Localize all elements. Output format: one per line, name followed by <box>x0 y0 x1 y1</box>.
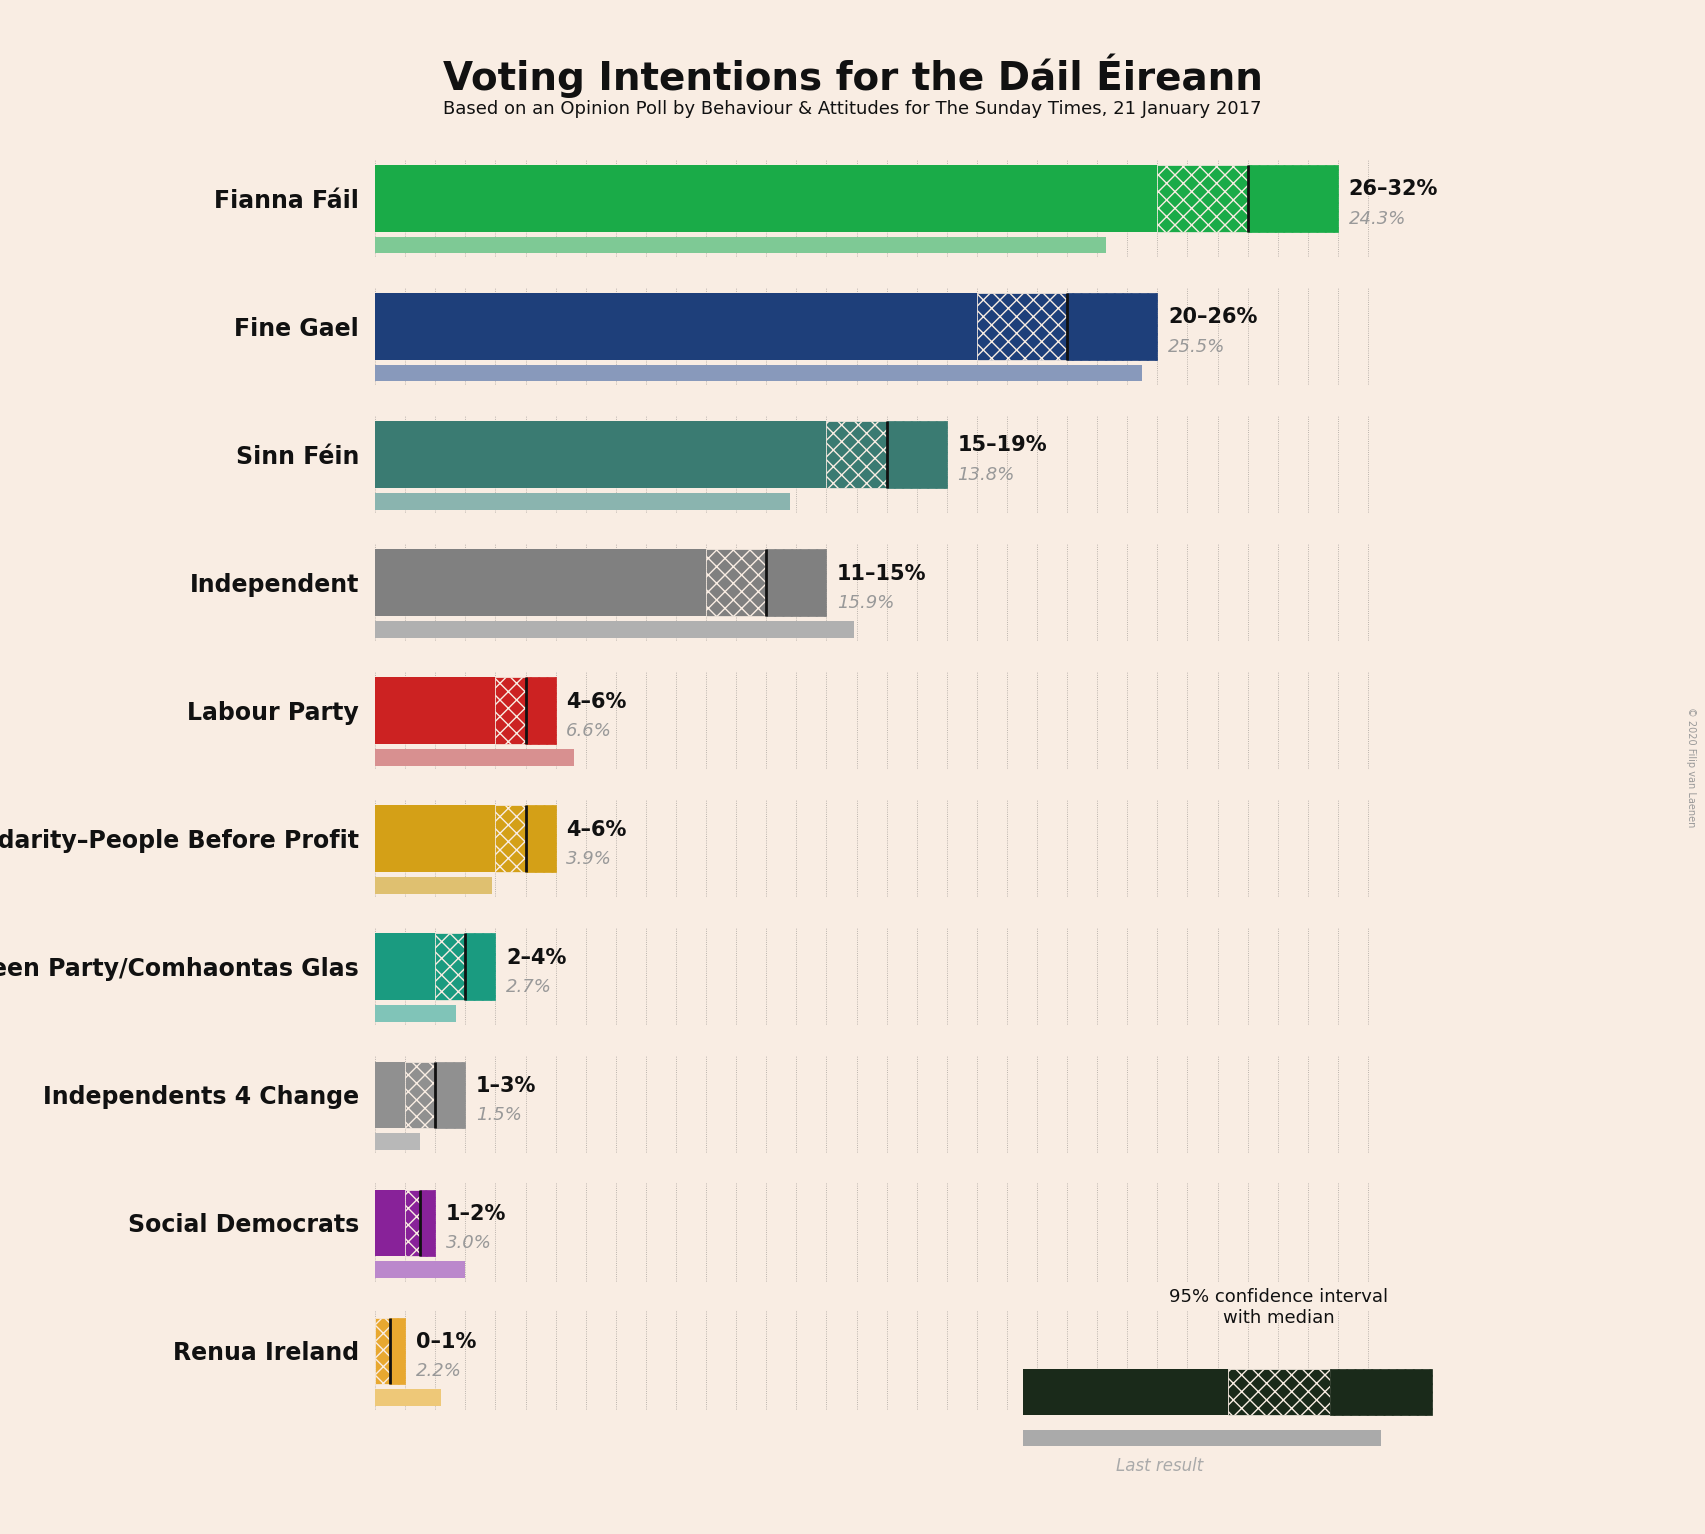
Text: 2.2%: 2.2% <box>416 1362 462 1381</box>
Bar <box>375 1062 406 1127</box>
Text: 25.5%: 25.5% <box>1168 337 1226 356</box>
Text: 0–1%: 0–1% <box>416 1332 476 1351</box>
Bar <box>375 1189 435 1256</box>
Text: 4–6%: 4–6% <box>566 692 626 712</box>
Bar <box>375 749 573 765</box>
Bar <box>827 422 887 488</box>
Bar <box>375 1005 457 1022</box>
Bar <box>496 678 525 744</box>
Bar <box>375 1062 465 1127</box>
Bar <box>525 678 556 744</box>
Text: 2–4%: 2–4% <box>506 948 566 968</box>
Bar <box>375 1318 390 1384</box>
Text: 20–26%: 20–26% <box>1168 307 1257 327</box>
Bar <box>1330 1368 1432 1414</box>
Text: Voting Intentions for the Dáil Éireann: Voting Intentions for the Dáil Éireann <box>443 54 1262 98</box>
Bar <box>375 1261 465 1278</box>
Text: 15–19%: 15–19% <box>957 436 1047 456</box>
Bar <box>375 805 496 871</box>
Bar <box>1248 166 1338 232</box>
Text: Based on an Opinion Poll by Behaviour & Attitudes for The Sunday Times, 21 Janua: Based on an Opinion Poll by Behaviour & … <box>443 100 1262 118</box>
Bar <box>375 236 1107 253</box>
Bar <box>1067 293 1158 359</box>
Bar <box>1023 1430 1381 1445</box>
Bar <box>887 422 946 488</box>
Text: 2.7%: 2.7% <box>506 979 552 996</box>
Bar <box>375 678 556 744</box>
Bar <box>406 1062 435 1127</box>
Bar <box>375 422 827 488</box>
Bar <box>419 1189 435 1256</box>
Text: 11–15%: 11–15% <box>837 563 926 583</box>
Text: 6.6%: 6.6% <box>566 723 612 739</box>
Bar <box>375 621 854 638</box>
Text: 1–3%: 1–3% <box>476 1075 537 1095</box>
Bar <box>375 293 977 359</box>
Bar <box>977 293 1067 359</box>
Bar <box>375 166 1158 232</box>
Bar <box>706 549 766 615</box>
Text: 13.8%: 13.8% <box>957 466 1014 483</box>
Bar <box>375 549 706 615</box>
Bar <box>375 678 496 744</box>
Bar <box>390 1318 406 1384</box>
Text: 15.9%: 15.9% <box>837 594 895 612</box>
Text: 26–32%: 26–32% <box>1349 179 1437 199</box>
Text: 1–2%: 1–2% <box>445 1204 506 1224</box>
Bar <box>375 1189 406 1256</box>
Text: 24.3%: 24.3% <box>1349 210 1407 227</box>
Bar <box>375 805 556 871</box>
Text: Last result: Last result <box>1115 1457 1204 1476</box>
Bar <box>1158 166 1248 232</box>
Bar <box>375 166 1338 232</box>
Bar <box>525 805 556 871</box>
Text: © 2020 Filip van Laenen: © 2020 Filip van Laenen <box>1686 707 1696 827</box>
Bar <box>496 805 525 871</box>
Bar <box>375 365 1142 382</box>
Bar <box>435 934 465 1000</box>
Bar <box>375 492 791 509</box>
Text: 4–6%: 4–6% <box>566 819 626 839</box>
Bar <box>406 1189 419 1256</box>
Bar <box>375 1318 406 1384</box>
Bar <box>375 877 493 894</box>
Text: 1.5%: 1.5% <box>476 1106 522 1124</box>
Bar <box>375 422 946 488</box>
Bar <box>375 293 1158 359</box>
Text: 3.9%: 3.9% <box>566 850 612 868</box>
Bar <box>375 1390 442 1407</box>
Bar <box>375 934 496 1000</box>
Text: 3.0%: 3.0% <box>445 1235 491 1252</box>
Bar <box>435 1062 465 1127</box>
Bar <box>465 934 496 1000</box>
Bar <box>375 934 435 1000</box>
Bar <box>1023 1368 1228 1414</box>
Bar <box>375 1134 419 1150</box>
Bar <box>1228 1368 1330 1414</box>
Text: 95% confidence interval
with median: 95% confidence interval with median <box>1170 1289 1388 1327</box>
Bar <box>766 549 827 615</box>
Bar <box>375 549 827 615</box>
